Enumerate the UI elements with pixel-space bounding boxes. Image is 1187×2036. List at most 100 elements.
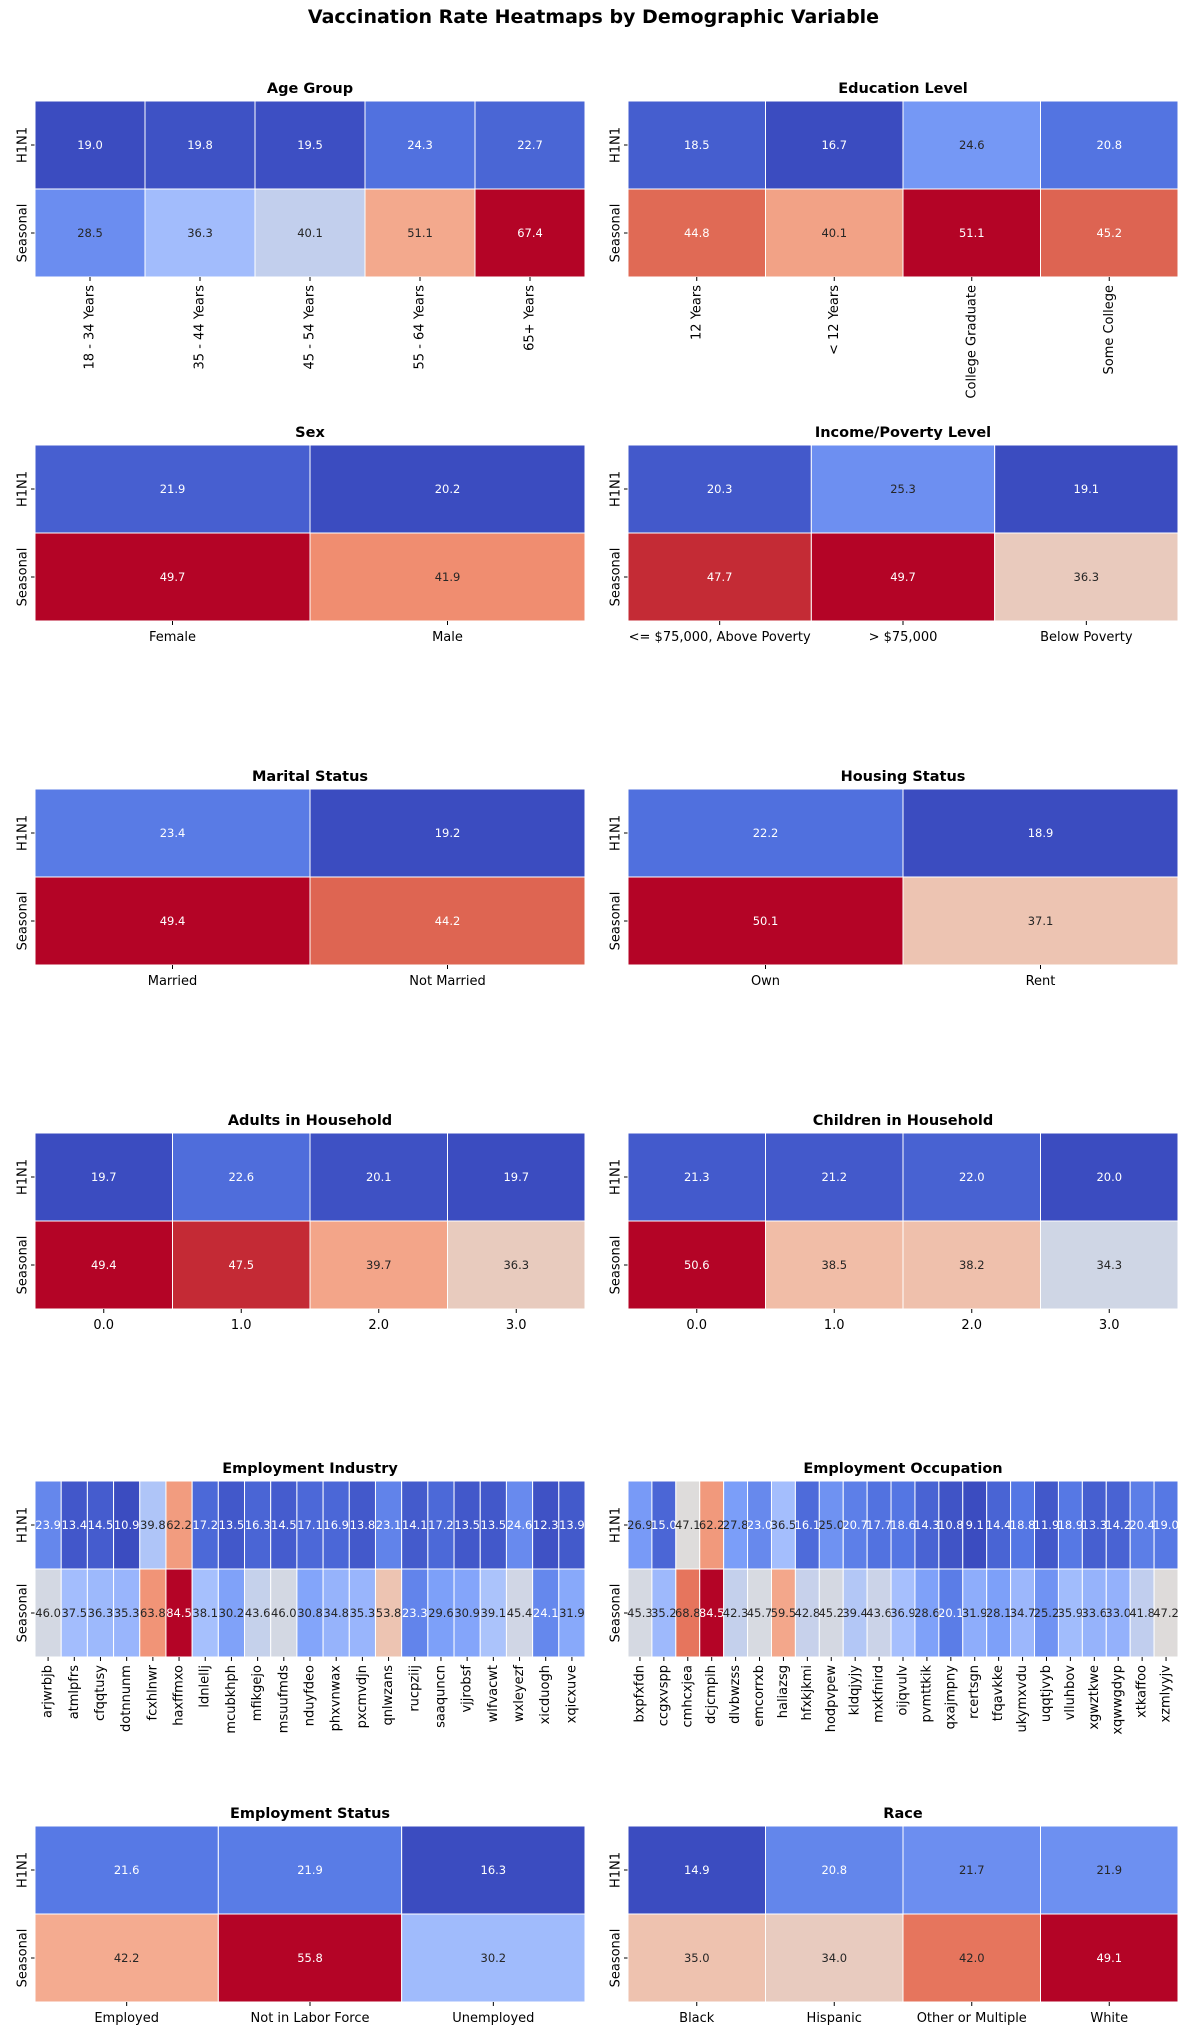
cell-value: 22.0 <box>959 1170 985 1184</box>
cell-value: 20.4 <box>1129 1518 1155 1532</box>
col-label: 2.0 <box>368 1318 389 1333</box>
heatmap-panel: Age Group H1N1 19.0 19.8 19.5 24.3 22.7 Seasona… <box>16 81 586 369</box>
row-label: H1N1 <box>16 1159 31 1195</box>
cell-value: 35.0 <box>684 1951 710 1965</box>
heatmap-cell <box>627 876 904 966</box>
cell-value: 13.5 <box>454 1518 480 1532</box>
cell-value: 14.5 <box>271 1518 297 1532</box>
cell-value: 18.9 <box>1028 826 1054 840</box>
cell-value: 46.0 <box>271 1606 297 1620</box>
heatmap-cell <box>34 1913 219 2003</box>
col-label: arjwrbjb <box>41 1665 56 1718</box>
col-label: rcertsgn <box>967 1665 982 1719</box>
cell-value: 18.5 <box>684 138 710 152</box>
row-label: Seasonal <box>16 892 31 951</box>
heatmap-cell <box>627 1913 766 2003</box>
cell-value: 13.3 <box>1081 1518 1107 1532</box>
cell-value: 39.8 <box>140 1518 166 1532</box>
cell-value: 16.3 <box>481 1863 507 1877</box>
col-label: 0.0 <box>686 1318 707 1333</box>
panel-title: Sex <box>295 425 325 441</box>
cell-value: 50.6 <box>684 1258 710 1272</box>
cell-value: 44.2 <box>435 914 461 928</box>
cell-value: 16.7 <box>821 138 847 152</box>
col-label: uqqtjvyb <box>1039 1665 1054 1722</box>
heatmap-cell <box>902 100 1041 190</box>
cell-value: 30.2 <box>481 1951 507 1965</box>
cell-value: 40.1 <box>821 226 847 240</box>
col-label: Not Married <box>409 974 485 989</box>
heatmap-cell <box>144 188 256 278</box>
cell-value: 23.9 <box>35 1518 61 1532</box>
cell-value: 47.2 <box>1153 1606 1179 1620</box>
row-label: Seasonal <box>16 1929 31 1988</box>
col-label: 18 - 34 Years <box>83 285 98 370</box>
col-label: Own <box>751 974 780 989</box>
heatmap-cell <box>254 188 366 278</box>
heatmap-cell <box>1040 1913 1179 2003</box>
heatmap-panel: Sex H1N1 21.9 20.2 Seasonal 49.7 41.9 Female Mal… <box>16 425 586 645</box>
cell-value: 42.2 <box>114 1951 140 1965</box>
cell-value: 36.3 <box>187 226 213 240</box>
heatmap-cell <box>296 1480 324 1570</box>
cell-value: 49.1 <box>1096 1951 1122 1965</box>
col-label: 1.0 <box>824 1318 845 1333</box>
heatmap-cell <box>348 1568 376 1658</box>
heatmap-cell <box>401 1825 586 1915</box>
col-label: Not in Labor Force <box>251 2011 370 2026</box>
cell-value: 22.7 <box>517 138 543 152</box>
cell-value: 20.7 <box>842 1518 868 1532</box>
cell-value: 47.5 <box>228 1258 254 1272</box>
cell-value: 13.8 <box>350 1518 376 1532</box>
col-label: atmlpfrs <box>67 1665 82 1720</box>
col-label: 35 - 44 Years <box>193 285 208 370</box>
col-label: Male <box>432 630 463 645</box>
heatmap-cell <box>309 444 586 534</box>
heatmap-cell <box>994 444 1179 534</box>
heatmap-cell <box>364 100 476 190</box>
col-label: mcubkhph <box>224 1665 239 1734</box>
heatmap-cell <box>558 1568 586 1658</box>
col-label: 3.0 <box>506 1318 527 1333</box>
row-label: Seasonal <box>609 204 624 263</box>
row-label: H1N1 <box>16 471 31 507</box>
cell-value: 20.1 <box>938 1606 964 1620</box>
cell-value: 16.9 <box>323 1518 349 1532</box>
cell-value: 36.3 <box>88 1606 114 1620</box>
cell-value: 55.8 <box>297 1951 323 1965</box>
cell-value: 35.9 <box>1058 1606 1084 1620</box>
col-label: ukymxvdu <box>1015 1665 1030 1733</box>
cell-value: 14.4 <box>986 1518 1012 1532</box>
heatmap-cell <box>810 532 996 622</box>
cell-value: 23.1 <box>376 1518 402 1532</box>
cell-value: 35.2 <box>651 1606 677 1620</box>
cell-value: 47.7 <box>707 570 733 584</box>
col-label: 3.0 <box>1099 1318 1120 1333</box>
row-label: Seasonal <box>609 892 624 951</box>
cell-value: 14.3 <box>914 1518 940 1532</box>
heatmap-cell <box>765 1825 904 1915</box>
cell-value: 67.4 <box>517 226 543 240</box>
heatmap-cell <box>479 1480 507 1570</box>
col-label: wlfvacwt <box>486 1665 501 1722</box>
col-label: pvmttkik <box>919 1665 934 1723</box>
col-label: dcjcmpih <box>704 1665 719 1724</box>
cell-value: 21.9 <box>1096 1863 1122 1877</box>
col-label: haxffmxo <box>172 1665 187 1726</box>
row-label: Seasonal <box>16 1584 31 1643</box>
heatmap-cell <box>427 1480 455 1570</box>
col-label: Below Poverty <box>1040 630 1133 645</box>
heatmap-panel: Children in Household H1N1 21.3 21.2 22.0 20.… <box>609 1113 1179 1333</box>
heatmap-cell <box>86 1480 115 1570</box>
cell-value: 20.8 <box>821 1863 847 1877</box>
heatmap-cell <box>217 1568 246 1658</box>
cell-value: 21.9 <box>160 482 186 496</box>
cell-value: 43.6 <box>245 1606 271 1620</box>
cell-value: 47.1 <box>675 1518 701 1532</box>
heatmap-cell <box>447 1220 586 1310</box>
heatmap-cell <box>902 876 1179 966</box>
col-label: xzmlyyjv <box>1159 1665 1174 1723</box>
